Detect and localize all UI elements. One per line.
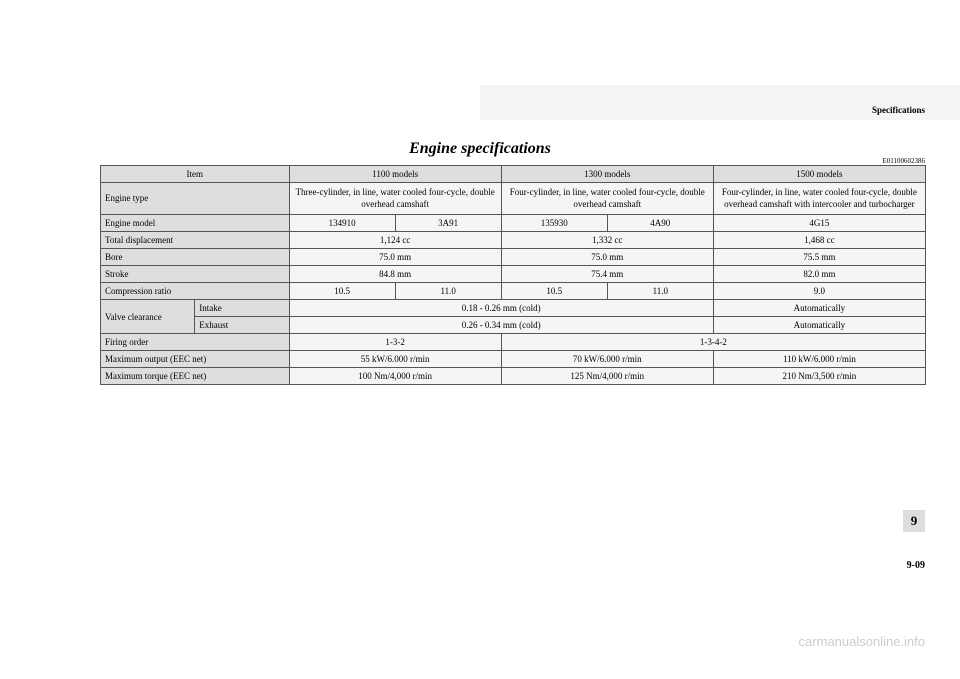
document-id: E01100602386 [882,157,925,165]
label-intake: Intake [195,300,289,317]
cell-model-1100a: 134910 [289,215,395,232]
cell-disp-1100: 1,124 cc [289,232,501,249]
table-row: Engine model 134910 3A91 135930 4A90 4G1… [101,215,926,232]
cell-comp-1100a: 10.5 [289,283,395,300]
table-row: Maximum output (EEC net) 55 kW/6.000 r/m… [101,351,926,368]
col-1300: 1300 models [501,166,713,183]
cell-output-1100: 55 kW/6.000 r/min [289,351,501,368]
label-exhaust: Exhaust [195,317,289,334]
specifications-table: Item 1100 models 1300 models 1500 models… [100,165,926,385]
cell-intake-val: 0.18 - 0.26 mm (cold) [289,300,713,317]
label-bore: Bore [101,249,290,266]
label-engine-model: Engine model [101,215,290,232]
cell-firing-1300-1500: 1-3-4-2 [501,334,925,351]
table-row: Total displacement 1,124 cc 1,332 cc 1,4… [101,232,926,249]
label-displacement: Total displacement [101,232,290,249]
table-header-row: Item 1100 models 1300 models 1500 models [101,166,926,183]
table-row: Exhaust 0.26 - 0.34 mm (cold) Automatica… [101,317,926,334]
col-item: Item [101,166,290,183]
table-row: Valve clearance Intake 0.18 - 0.26 mm (c… [101,300,926,317]
label-max-output: Maximum output (EEC net) [101,351,290,368]
cell-model-1100b: 3A91 [395,215,501,232]
table-row: Compression ratio 10.5 11.0 10.5 11.0 9.… [101,283,926,300]
col-1100: 1100 models [289,166,501,183]
label-max-torque: Maximum torque (EEC net) [101,368,290,385]
table-row: Engine type Three-cylinder, in line, wat… [101,183,926,215]
label-engine-type: Engine type [101,183,290,215]
cell-bore-1500: 75.5 mm [713,249,925,266]
cell-exhaust-val: 0.26 - 0.34 mm (cold) [289,317,713,334]
cell-comp-1300a: 10.5 [501,283,607,300]
table-row: Stroke 84.8 mm 75.4 mm 82.0 mm [101,266,926,283]
cell-model-1500: 4G15 [713,215,925,232]
category-label: Specifications [872,105,925,115]
cell-engine-type-1500: Four-cylinder, in line, water cooled fou… [713,183,925,215]
cell-output-1300: 70 kW/6.000 r/min [501,351,713,368]
label-compression: Compression ratio [101,283,290,300]
table-row: Firing order 1-3-2 1-3-4-2 [101,334,926,351]
cell-exhaust-1500: Automatically [713,317,925,334]
cell-disp-1300: 1,332 cc [501,232,713,249]
cell-bore-1100: 75.0 mm [289,249,501,266]
cell-comp-1300b: 11.0 [607,283,713,300]
cell-intake-1500: Automatically [713,300,925,317]
cell-stroke-1500: 82.0 mm [713,266,925,283]
cell-firing-1100: 1-3-2 [289,334,501,351]
cell-engine-type-1300: Four-cylinder, in line, water cooled fou… [501,183,713,215]
cell-comp-1500: 9.0 [713,283,925,300]
chapter-tab: 9 [903,510,925,532]
cell-bore-1300: 75.0 mm [501,249,713,266]
page-title: Engine specifications [0,140,960,158]
cell-model-1300b: 4A90 [607,215,713,232]
cell-torque-1500: 210 Nm/3,500 r/min [713,368,925,385]
label-firing: Firing order [101,334,290,351]
cell-disp-1500: 1,468 cc [713,232,925,249]
watermark: carmanualsonline.info [799,634,925,649]
table-row: Maximum torque (EEC net) 100 Nm/4,000 r/… [101,368,926,385]
cell-output-1500: 110 kW/6.000 r/min [713,351,925,368]
cell-torque-1100: 100 Nm/4,000 r/min [289,368,501,385]
page-number: 9-09 [907,560,925,571]
col-1500: 1500 models [713,166,925,183]
cell-stroke-1100: 84.8 mm [289,266,501,283]
cell-stroke-1300: 75.4 mm [501,266,713,283]
cell-model-1300a: 135930 [501,215,607,232]
cell-comp-1100b: 11.0 [395,283,501,300]
cell-engine-type-1100: Three-cylinder, in line, water cooled fo… [289,183,501,215]
table-row: Bore 75.0 mm 75.0 mm 75.5 mm [101,249,926,266]
cell-torque-1300: 125 Nm/4,000 r/min [501,368,713,385]
label-stroke: Stroke [101,266,290,283]
label-valve: Valve clearance [101,300,195,334]
